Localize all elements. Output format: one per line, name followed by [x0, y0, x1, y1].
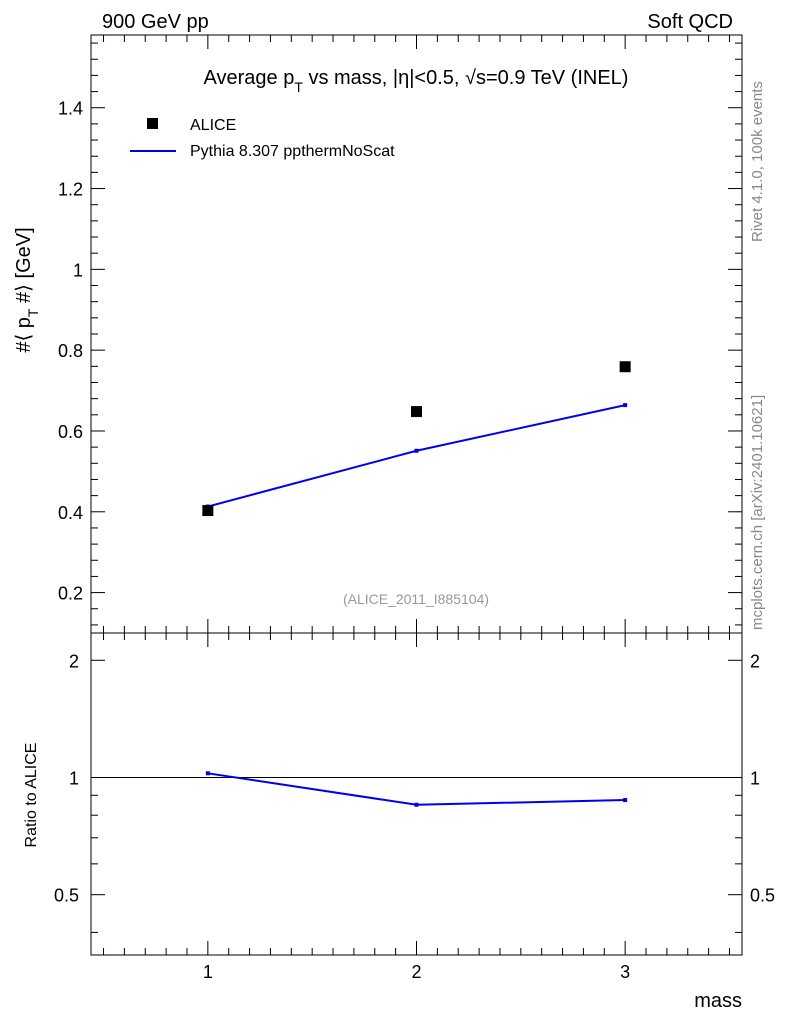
- ratio-x-ticks: 1 2 3: [103, 633, 730, 982]
- main-data-layer: [202, 361, 631, 517]
- header-right: Soft QCD: [647, 11, 733, 33]
- alice-point: [619, 361, 631, 373]
- ratio-y-axis-label: Ratio to ALICE: [23, 743, 40, 848]
- alice-point: [202, 505, 214, 517]
- y-tick-label: 0.8: [58, 341, 83, 361]
- legend-alice-marker: [147, 118, 158, 129]
- y-tick-label: 1.2: [58, 180, 83, 200]
- pythia-line: [207, 404, 626, 508]
- x-axis-label: mass: [694, 990, 742, 1012]
- ratio-point: [623, 798, 628, 803]
- legend-pythia-label: Pythia 8.307 ppthermNoScat: [190, 143, 395, 160]
- main-plot-frame: [90, 34, 743, 634]
- legend-alice-label: ALICE: [190, 117, 236, 134]
- y-tick-label: 0.4: [58, 503, 83, 523]
- ratio-plot-frame: [90, 632, 743, 956]
- ratio-point: [205, 771, 210, 776]
- main-x-ticks: [103, 35, 730, 633]
- ratio-y-ticks: 0.5 0.5 1 1 2 2: [54, 651, 775, 933]
- ratio-y-tick-label: 1: [69, 768, 79, 788]
- x-tick-label: 1: [203, 962, 213, 982]
- ratio-y-tick-label-right: 0.5: [750, 886, 775, 906]
- rivet-note: Rivet 4.1.0, 100k events: [749, 81, 766, 242]
- ratio-y-tick-label: 2: [69, 651, 79, 671]
- mcplots-note: mcplots.cern.ch [arXiv:2401.10621]: [749, 395, 766, 630]
- chart-title: Average pT vs mass, |η|<0.5, √s=0.9 TeV …: [204, 67, 629, 95]
- y-tick-label: 0.6: [58, 422, 83, 442]
- ratio-line: [207, 772, 626, 806]
- ratio-y-tick-label: 0.5: [54, 886, 79, 906]
- y-tick-label: 1.4: [58, 99, 83, 119]
- pythia-point: [414, 448, 419, 453]
- x-tick-label: 2: [411, 962, 421, 982]
- ratio-data-layer: [91, 771, 742, 807]
- x-tick-label: 3: [620, 962, 630, 982]
- alice-point: [411, 406, 422, 418]
- ratio-y-tick-label-right: 2: [750, 651, 760, 671]
- analysis-watermark: (ALICE_2011_I885104): [343, 591, 489, 607]
- header-left: 900 GeV pp: [102, 11, 209, 33]
- main-y-ticks: 0.2 0.4 0.6 0.8 1 1.2 1.4: [58, 42, 742, 626]
- y-tick-label: 0.2: [58, 584, 83, 604]
- ratio-y-tick-label-right: 1: [750, 768, 760, 788]
- pythia-point: [623, 403, 628, 408]
- ratio-point: [414, 802, 419, 807]
- y-axis-label: #⟨ pT #⟩ [GeV]: [13, 227, 41, 352]
- y-tick-label: 1: [73, 260, 83, 280]
